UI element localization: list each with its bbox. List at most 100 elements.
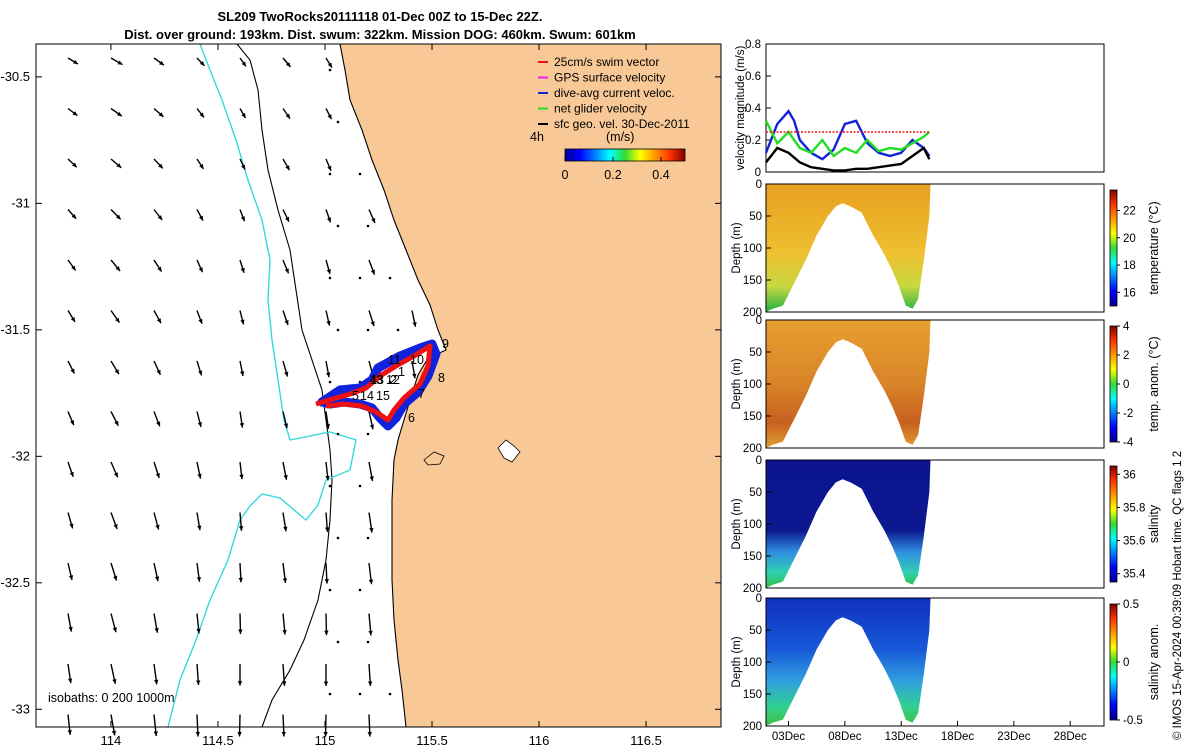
velocity-ytick-label: 0.2	[745, 135, 761, 147]
legend-entry: GPS surface velocity	[554, 71, 665, 85]
velocity-arrowhead	[117, 60, 123, 65]
map-xtick-label: 115.5	[416, 733, 448, 748]
velocity-ytick-label: 0.6	[745, 71, 761, 83]
colorbar-unit-label: (m/s)	[606, 130, 634, 144]
track-day-label: 8	[438, 371, 445, 385]
legend-entry: 25cm/s swim vector	[554, 55, 659, 69]
title-line-1: SL209 TwoRocks20111118 01-Dec 00Z to 15-…	[217, 9, 543, 24]
section-ytick-label: 100	[743, 519, 762, 531]
velocity-ytick-label: 0.4	[745, 103, 762, 115]
velocity-arrowhead	[113, 575, 118, 581]
velocity-arrowhead	[326, 217, 332, 223]
velocity-arrowhead	[116, 111, 122, 117]
section-cbar-tick-label: 35.6	[1123, 536, 1145, 548]
track-day-label: 3	[376, 373, 383, 387]
velocity-arrowhead	[158, 112, 164, 117]
velocity-dot	[336, 328, 340, 332]
velocity-arrowhead	[369, 424, 375, 430]
velocity-dot	[336, 536, 340, 540]
section-ytick-label: 200	[743, 721, 762, 733]
section-ytick-label: 200	[743, 443, 762, 455]
velocity-arrowhead	[324, 578, 329, 584]
velocity-arrowhead	[113, 524, 118, 529]
velocity-arrowhead	[195, 731, 200, 737]
colorbar-tick-label: 0	[562, 168, 569, 182]
velocity-arrowhead	[157, 215, 163, 220]
section-ytick-label: 0	[756, 315, 762, 327]
section-xtick-label: 28Dec	[1054, 731, 1087, 743]
velocity-arrowhead	[159, 60, 164, 66]
section-data-fill	[766, 184, 931, 312]
surface-velocity-arrows	[67, 57, 417, 737]
section-ytick-label: 0	[756, 455, 762, 467]
velocity-arrowhead	[68, 626, 73, 632]
track-day-label: 4	[370, 373, 377, 387]
velocity-dot	[388, 692, 392, 696]
velocity-arrowhead	[114, 420, 119, 426]
velocity-dot	[358, 484, 362, 488]
title-line-2: Dist. over ground: 193km. Dist. swum: 32…	[124, 27, 636, 42]
velocity-arrowhead	[282, 681, 287, 686]
velocity-arrowhead	[240, 216, 245, 222]
velocity-arrowhead	[156, 421, 161, 427]
velocity-arrowhead	[323, 731, 328, 737]
velocity-arrowhead	[238, 577, 243, 583]
velocity-arrowhead	[369, 527, 374, 533]
section-cbar-tick-label: 4	[1123, 321, 1130, 333]
velocity-arrowhead	[370, 269, 375, 275]
track-day-label: 7	[418, 387, 425, 401]
velocity-dot	[336, 120, 340, 124]
track-red	[315, 343, 433, 423]
map-ytick-label: -31.5	[0, 322, 30, 337]
velocity-dot	[388, 276, 392, 280]
section-cbar-tick-label: 20	[1123, 233, 1136, 245]
velocity-arrowhead	[199, 112, 204, 118]
velocity-arrowhead	[198, 267, 203, 273]
velocity-ylabel: velocity magnitude (m/s)	[735, 46, 747, 171]
velocity-arrowhead	[196, 680, 201, 685]
velocity-arrowhead	[283, 474, 288, 480]
velocity-arrowhead	[198, 318, 203, 324]
section-xtick-label: 18Dec	[941, 731, 974, 743]
velocity-arrowhead	[70, 420, 75, 426]
velocity-dot	[366, 640, 370, 644]
velocity-arrowhead	[115, 266, 121, 271]
velocity-arrowhead	[114, 369, 119, 375]
velocity-arrowhead	[71, 265, 76, 271]
velocity-arrowhead	[324, 630, 329, 636]
velocity-arrowhead	[154, 679, 159, 685]
velocity-ytick-label: 0	[755, 167, 761, 179]
track-day-label: 11	[388, 353, 401, 367]
velocity-arrowhead	[111, 730, 117, 736]
velocity-arrowhead	[199, 61, 205, 66]
velocity-arrowhead	[241, 164, 246, 170]
section-data-fill	[766, 460, 931, 588]
section-ytick-label: 100	[743, 243, 762, 255]
velocity-arrowhead	[67, 730, 72, 735]
velocity-arrowhead	[326, 269, 331, 274]
velocity-arrowhead	[367, 681, 373, 686]
track-day-label: 6	[408, 411, 415, 425]
velocity-arrowhead	[239, 474, 244, 480]
legend-entry: sfc geo. vel. 30-Dec-2011	[554, 117, 690, 131]
velocity-arrowhead	[284, 268, 289, 274]
map-xtick-label: 115	[315, 733, 336, 748]
section-ytick-label: 0	[756, 179, 762, 191]
map-xtick-label: 116	[529, 733, 550, 748]
track-day-label: 15	[376, 389, 390, 403]
velocity-arrowhead	[239, 422, 244, 428]
map-ytick-label: -33	[11, 701, 30, 716]
track-day-label: 10	[410, 353, 424, 367]
section-ylabel: Depth (m)	[731, 498, 743, 549]
section-colorbar	[1109, 189, 1118, 307]
section-colorbar	[1109, 325, 1118, 443]
section-ytick-label: 200	[743, 307, 762, 319]
velocity-arrowhead	[72, 162, 77, 168]
small-island	[423, 451, 445, 466]
map-ytick-label: -32.5	[0, 575, 30, 590]
section-ytick-label: 50	[749, 487, 762, 499]
velocity-arrowhead	[196, 628, 201, 634]
velocity-arrowhead	[155, 473, 160, 478]
